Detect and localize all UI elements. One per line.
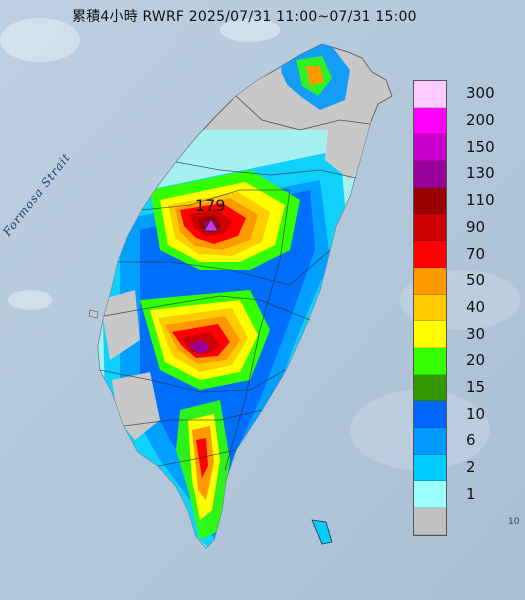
legend-swatch: [414, 508, 446, 535]
legend-label: 10: [466, 404, 486, 423]
legend-label: 200: [466, 111, 495, 130]
legend-label: 50: [466, 271, 486, 290]
legend-label: 6: [466, 431, 476, 450]
max-rainfall-marker: [203, 218, 219, 232]
islet: [88, 309, 99, 319]
legend-swatch: [414, 347, 446, 375]
legend-swatch: [414, 134, 446, 162]
legend-label: 20: [466, 351, 486, 370]
legend-swatch: [414, 187, 446, 215]
legend-swatch: [414, 214, 446, 242]
legend-label: 1: [466, 484, 476, 503]
legend-label: 70: [466, 244, 486, 263]
max-value-label: 179: [195, 196, 226, 215]
legend-label: 150: [466, 137, 495, 156]
legend-swatch: [414, 161, 446, 188]
legend-swatch: [414, 267, 446, 295]
legend-label: 2: [466, 458, 476, 477]
legend-swatch: [414, 321, 446, 348]
legend-label: 300: [466, 84, 495, 103]
cloud-patches: [0, 18, 520, 470]
legend-bar: [413, 80, 447, 536]
legend-label: 110: [466, 191, 495, 210]
green-island: [311, 519, 333, 545]
legend-label: 40: [466, 297, 486, 316]
legend-swatch: [414, 81, 446, 108]
legend-swatch: [414, 481, 446, 508]
legend-swatch: [414, 401, 446, 428]
legend-swatch: [414, 454, 446, 482]
legend-swatch: [414, 294, 446, 322]
legend-label: 90: [466, 217, 486, 236]
legend-label: 30: [466, 324, 486, 343]
legend-swatch: [414, 241, 446, 268]
legend-swatch: [414, 107, 446, 135]
county-borders: [99, 95, 371, 471]
legend-label: 15: [466, 378, 486, 397]
edge-label: 10: [508, 517, 520, 527]
legend-swatch: [414, 374, 446, 402]
map-title: 累積4小時 RWRF 2025/07/31 11:00~07/31 15:00: [72, 9, 417, 25]
legend-label: 130: [466, 164, 495, 183]
legend-swatch: [414, 427, 446, 455]
